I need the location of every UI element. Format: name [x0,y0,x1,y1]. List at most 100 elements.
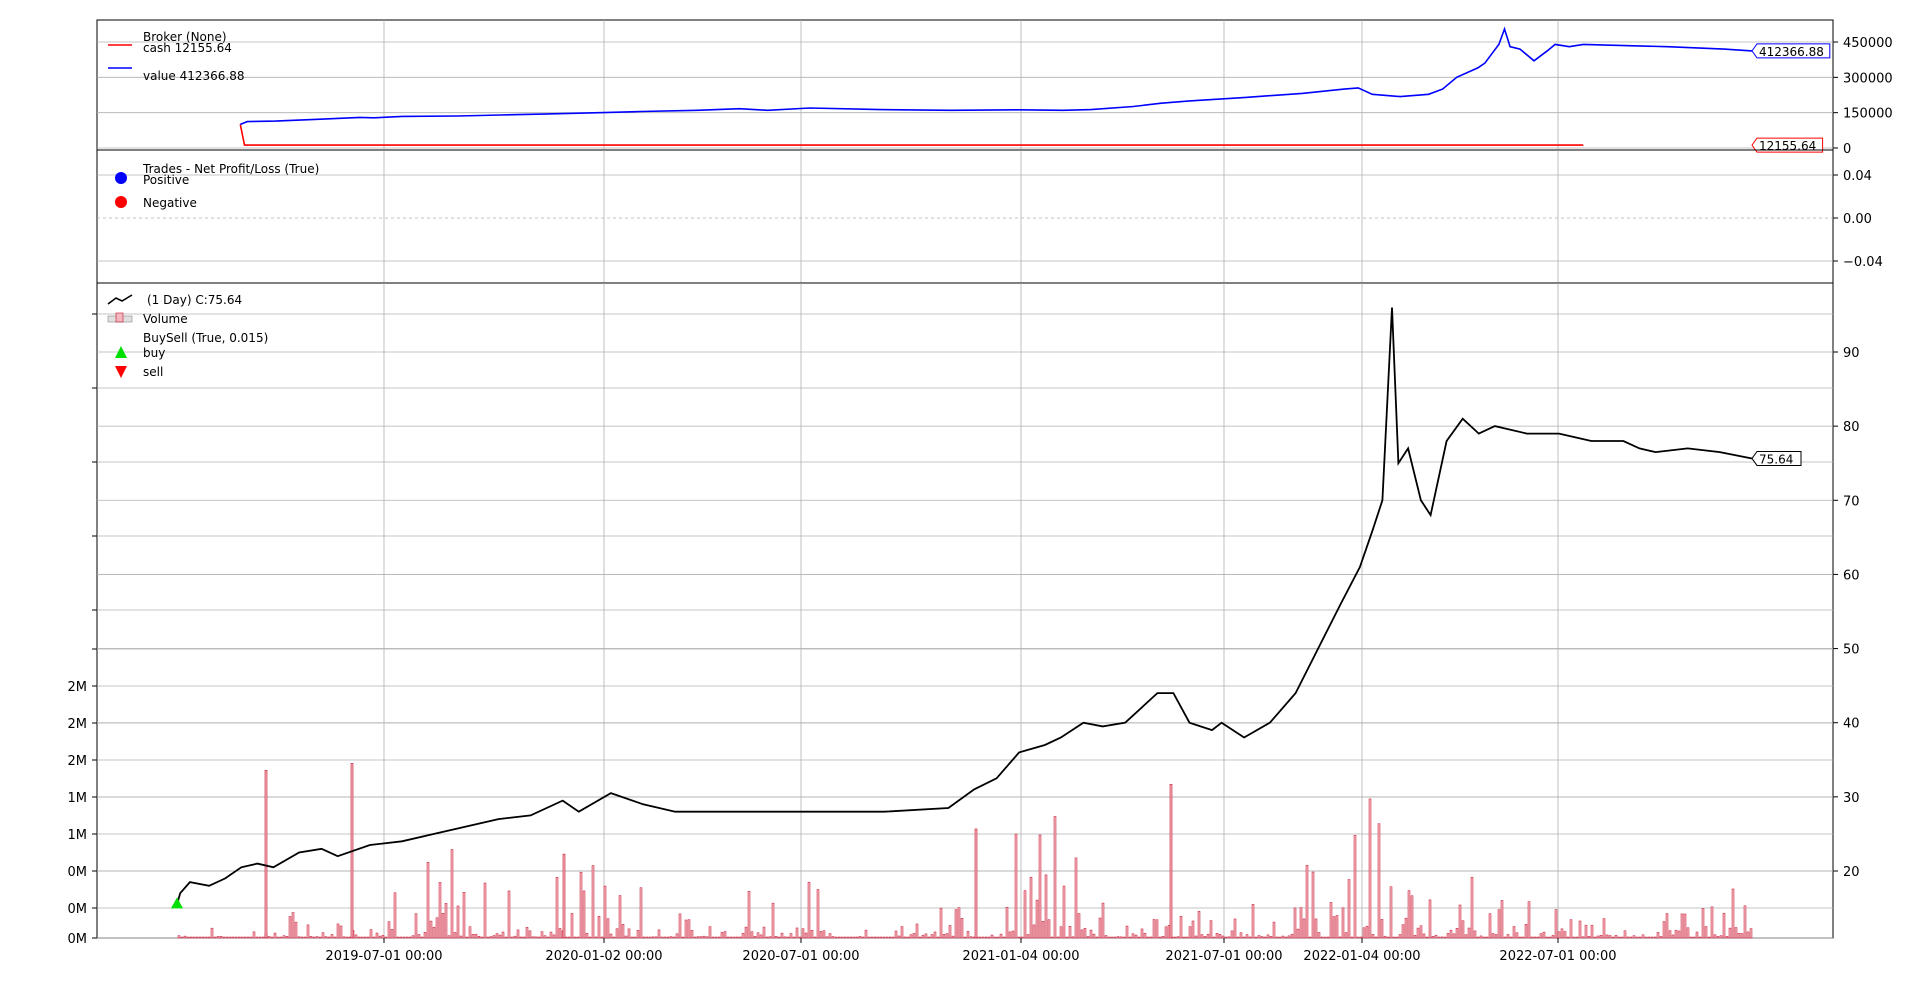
volume-bar [957,907,961,939]
volume-bar [1245,934,1249,939]
volume-bar [354,934,358,939]
volume-bar [1659,936,1663,939]
volume-bar [789,933,793,939]
volume-bar [903,936,907,939]
trades-legend-marker [115,196,127,208]
volume-bar [321,932,325,939]
volume-bar [1128,936,1132,939]
volume-bar [618,895,622,939]
volume-bar [1644,936,1648,939]
trades-ytick-label: −0.04 [1843,255,1883,270]
volume-bar [1038,834,1042,939]
volume-bar [1332,916,1336,939]
volume-bar [1536,936,1540,939]
volume-bar [1101,902,1105,939]
volume-bar [1329,902,1333,939]
volume-bar [453,932,457,939]
volume-bar [1104,935,1108,939]
volume-bar [765,936,769,939]
volume-bar [447,935,451,939]
volume-bar [1149,936,1153,939]
volume-bar [468,926,472,939]
price-frame [96,282,1834,939]
volume-bar [210,927,214,939]
volume-bar [312,936,316,939]
volume-bar [678,913,682,939]
volume-bar [1557,931,1561,939]
volume-bar [1749,928,1753,939]
volume-bar [372,936,376,939]
volume-bar [714,936,718,939]
volume-bar [1239,932,1243,939]
price-legend-label: sell [143,365,163,379]
volume-bar [504,936,508,939]
volume-bar [204,936,208,939]
volume-bar [462,892,466,939]
volume-bar [684,919,688,939]
volume-bar [186,936,190,939]
volume-bar [456,905,460,939]
volume-bar [252,931,256,939]
volume-bar [1017,936,1021,939]
volume-ytick-label: 2M [68,680,88,695]
volume-bar [489,936,493,939]
volume-bar [723,931,727,939]
volume-bar [1392,936,1396,939]
volume-bar [807,881,811,939]
price-ytick-label: 60 [1843,568,1860,583]
volume-bar [582,890,586,939]
volume-bar [267,936,271,939]
volume-bar [669,936,673,939]
volume-bar [597,915,601,939]
volume-bar [858,936,862,939]
volume-legend-swatch-bar [115,312,124,323]
volume-bar [744,926,748,939]
volume-bar [1524,923,1528,939]
volume-ytick-label: 1M [68,791,88,806]
volume-bar [831,936,835,939]
price-xtick-label: 2021-01-04 00:00 [962,949,1079,964]
volume-bar [1095,936,1099,939]
volume-bar [558,928,562,939]
volume-bar [1614,935,1618,939]
volume-bar [1485,936,1489,939]
volume-bar [942,934,946,939]
broker-series-cash-line [239,124,1584,146]
volume-bar [690,930,694,939]
volume-bar [1650,936,1654,939]
volume-bar [933,931,937,939]
volume-bar [276,936,280,939]
volume-bar [444,903,448,939]
volume-bar [531,936,535,939]
volume-bar [1449,929,1453,939]
volume-bar [495,933,499,939]
volume-bar [687,919,691,939]
volume-bar [621,924,625,939]
volume-bar [663,936,667,939]
volume-bar [837,936,841,939]
volume-bar [1473,930,1477,939]
volume-bar [492,935,496,939]
volume-bar [255,936,259,939]
volume-bar [1326,936,1330,939]
volume-bar [1728,927,1732,939]
volume-bar [897,935,901,939]
volume-spike-bar [974,828,978,939]
volume-bar [642,936,646,939]
volume-bar [198,936,202,939]
volume-bar [1695,931,1699,939]
volume-bar [810,930,814,939]
volume-bar [1458,904,1462,939]
volume-bar [1416,927,1420,939]
volume-bar [1020,936,1024,939]
volume-bar [1158,936,1162,939]
volume-bar [339,925,343,939]
volume-bar [747,891,751,939]
volume-bar [960,918,964,939]
volume-bar [1116,936,1120,939]
volume-bar [1734,927,1738,939]
volume-bar [768,936,772,939]
volume-bar [1242,936,1246,939]
buy-legend-marker [115,346,127,358]
volume-bar [1668,930,1672,939]
